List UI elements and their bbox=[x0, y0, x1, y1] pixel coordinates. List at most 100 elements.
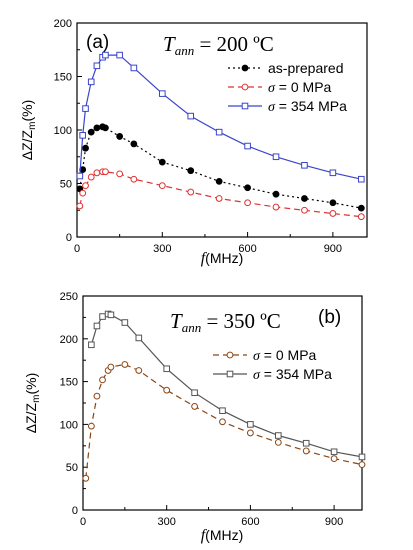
data-point bbox=[275, 432, 282, 439]
data-point bbox=[219, 418, 226, 426]
legend-label: σ = 0 MPa bbox=[253, 347, 317, 364]
y-label-main: ΔZ/Z bbox=[23, 402, 39, 433]
y-label-unit: (%) bbox=[19, 100, 35, 122]
data-point bbox=[329, 199, 337, 207]
data-point bbox=[272, 153, 280, 161]
x-label-unit: (MHz) bbox=[205, 527, 243, 543]
data-point bbox=[102, 124, 109, 132]
series-1 bbox=[82, 361, 366, 482]
data-point bbox=[301, 206, 308, 214]
series-line bbox=[90, 313, 363, 458]
panel-a: 0 300 600 900 0 50 100 150 200 as-prepared σ = 0 M… bbox=[19, 18, 368, 267]
data-point bbox=[247, 429, 254, 437]
data-point bbox=[302, 439, 310, 447]
data-point bbox=[301, 195, 308, 202]
legend-label: σ = 354 MPa bbox=[268, 98, 347, 115]
legend-marker bbox=[241, 102, 249, 110]
series-2 bbox=[76, 168, 365, 221]
x-axis-label: f(MHz) bbox=[201, 250, 244, 267]
data-point bbox=[358, 175, 365, 183]
data-point bbox=[99, 313, 106, 320]
data-point bbox=[82, 474, 90, 482]
data-point bbox=[191, 403, 199, 410]
title-var: T bbox=[163, 32, 176, 56]
data-point bbox=[244, 184, 251, 192]
data-point bbox=[187, 112, 195, 120]
y-tick-label: 50 bbox=[60, 179, 72, 191]
series-3 bbox=[76, 51, 365, 183]
data-point bbox=[219, 407, 226, 415]
data-point bbox=[158, 90, 166, 97]
data-point bbox=[130, 140, 138, 148]
data-point bbox=[87, 78, 95, 86]
legend-label: as-prepared bbox=[268, 60, 344, 76]
data-point bbox=[357, 213, 365, 221]
y-tick-label: 100 bbox=[54, 125, 72, 137]
series-1 bbox=[76, 123, 365, 212]
data-point bbox=[116, 170, 124, 178]
data-point bbox=[93, 124, 101, 132]
x-tick-label: 300 bbox=[158, 516, 176, 528]
x-label-unit: (MHz) bbox=[205, 250, 243, 266]
data-point bbox=[357, 204, 365, 212]
title-sub: ann bbox=[182, 320, 202, 335]
data-point bbox=[107, 363, 115, 371]
y-label-main: ΔZ/Z bbox=[19, 129, 35, 160]
data-point bbox=[272, 203, 280, 211]
data-point bbox=[116, 133, 124, 140]
data-point bbox=[79, 132, 86, 139]
panel-title: Tann = 350 ºC bbox=[170, 309, 281, 335]
legend-symbol: σ bbox=[253, 349, 261, 364]
data-point bbox=[158, 158, 166, 166]
y-tick-label: 100 bbox=[60, 419, 78, 431]
x-tick-label: 900 bbox=[325, 516, 343, 528]
data-point bbox=[329, 169, 337, 177]
data-point bbox=[215, 128, 223, 136]
x-tick-label: 600 bbox=[241, 516, 259, 528]
data-point bbox=[87, 128, 95, 136]
data-point bbox=[187, 188, 195, 196]
data-point bbox=[102, 51, 109, 59]
legend-text: = 0 MPa bbox=[260, 347, 317, 363]
data-point bbox=[135, 367, 143, 374]
x-tick-label: 300 bbox=[153, 243, 171, 255]
y-label-sub: m bbox=[31, 395, 42, 403]
data-point bbox=[107, 311, 115, 319]
data-point bbox=[93, 62, 101, 70]
data-point bbox=[82, 182, 89, 190]
y-tick-label: 200 bbox=[54, 18, 72, 30]
data-point bbox=[302, 447, 310, 455]
y-axis-label: ΔZ/Zm(%) bbox=[23, 373, 42, 433]
y-tick-label: 50 bbox=[66, 462, 78, 474]
data-point bbox=[247, 421, 254, 428]
data-point bbox=[191, 389, 198, 397]
legend-label: σ = 0 MPa bbox=[268, 79, 332, 96]
x-tick-label: 900 bbox=[324, 243, 342, 255]
data-point bbox=[301, 162, 308, 169]
data-point bbox=[88, 341, 95, 349]
data-point bbox=[93, 322, 101, 330]
y-tick-label: 0 bbox=[72, 505, 78, 517]
data-point bbox=[163, 386, 171, 394]
data-point bbox=[215, 195, 223, 202]
data-point bbox=[82, 105, 89, 112]
data-point bbox=[99, 376, 106, 384]
legend-marker bbox=[226, 370, 234, 378]
data-point bbox=[215, 177, 223, 185]
title-var: T bbox=[170, 309, 183, 333]
legend-marker bbox=[241, 83, 249, 91]
legend-label: σ = 354 MPa bbox=[253, 366, 332, 383]
data-point bbox=[187, 167, 195, 175]
data-point bbox=[76, 172, 84, 180]
legend: as-prepared σ = 0 MPa σ = 354 MPa bbox=[228, 60, 347, 115]
panel-title: Tann = 200 ºC bbox=[163, 32, 274, 58]
data-point bbox=[93, 169, 101, 177]
data-point bbox=[87, 173, 95, 181]
data-point bbox=[272, 190, 280, 198]
data-point bbox=[163, 365, 170, 373]
legend-symbol: σ bbox=[268, 81, 276, 96]
data-point bbox=[116, 51, 123, 59]
panel-label: (b) bbox=[318, 307, 341, 328]
data-point bbox=[130, 175, 138, 183]
